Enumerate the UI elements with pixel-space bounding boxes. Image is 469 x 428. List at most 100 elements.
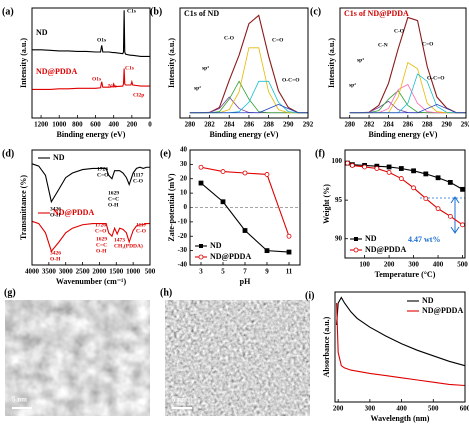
annotation: O1s (97, 37, 106, 43)
series-line (31, 163, 150, 204)
x-tick-label: 11 (286, 268, 293, 276)
weight-loss-arrow (450, 196, 460, 234)
plot-frame (334, 291, 466, 403)
x-tick-label: 500 (428, 405, 439, 413)
annotation: C-N (378, 42, 388, 48)
x-tick-label: 400 (108, 121, 119, 129)
series-line (349, 16, 466, 114)
annotation: C=O (422, 41, 434, 47)
tem-image-g: (g) 5 nm (4, 287, 150, 416)
x-axis-label: Wavenumber (cm⁻¹) (56, 277, 127, 286)
marker (460, 186, 465, 192)
marker (374, 166, 380, 171)
marker (447, 213, 453, 219)
legend-label: ND@PDDA (422, 306, 463, 315)
annotation: O1s (92, 76, 101, 82)
x-tick-label: 300 (365, 405, 376, 413)
x-axis-label: Temperature (°C) (375, 270, 436, 279)
marker (460, 222, 465, 228)
plot-frame (339, 7, 467, 119)
annotation: O-H (96, 248, 107, 254)
x-tick-label: 200 (384, 261, 395, 269)
series-line (347, 162, 463, 226)
y-tick-label: 90 (335, 234, 343, 242)
y-tick-label: 30 (180, 160, 188, 168)
x-tick-label: 292 (461, 121, 469, 129)
marker (286, 249, 292, 255)
marker (386, 164, 392, 170)
marker (398, 176, 404, 181)
x-tick-label: 800 (72, 121, 83, 129)
x-tick-label: 2000 (92, 268, 107, 276)
annotation: C-O (133, 178, 144, 184)
x-tick-label: 288 (263, 121, 274, 129)
x-tick-label: 1500 (109, 268, 124, 276)
annotation: N1s (108, 83, 117, 89)
legend-label: ND (36, 28, 48, 37)
annotation: sp² (194, 85, 201, 91)
x-tick-label: 290 (441, 121, 452, 129)
x-tick-label: 100 (359, 261, 370, 269)
scale-label: 5 nm (172, 396, 187, 404)
plot-frame (31, 7, 151, 119)
marker (264, 248, 270, 254)
y-tick-label: -40 (178, 261, 188, 269)
series-line (336, 302, 466, 387)
legend-label: ND (53, 153, 65, 162)
y-tick-label: 20 (180, 174, 188, 182)
x-tick-label: 286 (244, 121, 255, 129)
series-line (31, 220, 150, 253)
legend-marker (198, 254, 204, 260)
series-line (32, 68, 150, 90)
x-tick-label: 282 (204, 121, 215, 129)
annotation: C1s (127, 8, 136, 14)
marker (349, 163, 355, 168)
legend-label: ND@PDDA (365, 245, 406, 254)
x-tick-label: 0 (148, 121, 152, 129)
marker (447, 179, 453, 185)
annotation: C-O (136, 228, 147, 234)
series-line (349, 103, 466, 114)
annotation: 1629 (108, 190, 119, 196)
x-tick-label: 1200 (34, 121, 49, 129)
x-tick-label: 2500 (76, 268, 91, 276)
marker (362, 164, 367, 170)
annotation: 1726 (95, 222, 106, 228)
legend-label: ND (365, 234, 377, 243)
scale-label: 5 nm (12, 396, 27, 404)
annotation: C=O (97, 172, 109, 178)
y-axis-label: Intensity (a.u.) (327, 38, 336, 88)
x-tick-label: 300 (408, 261, 419, 269)
x-axis-label: Binding energy (eV) (210, 130, 279, 139)
y-tick-label: 10 (180, 189, 188, 197)
annotation: C-O (394, 28, 405, 34)
panel-label: (a) (2, 6, 14, 17)
y-tick-label: -30 (178, 246, 188, 254)
x-tick-label: 284 (224, 121, 235, 129)
legend-label: ND (210, 241, 222, 250)
annotation: 3426 (50, 206, 61, 212)
panel: (e) 3 5 7 9 11 -40 -30 -20 -10 0 10 20 30 40 pH Zate-pot… (160, 146, 301, 286)
annotation: sp³ (357, 57, 364, 63)
x-tick-label: 3500 (42, 268, 57, 276)
panel-label: (h) (160, 287, 172, 298)
annotation: sp³ (202, 65, 209, 71)
x-tick-label: 9 (265, 268, 269, 276)
legend-label: ND@PDDA (36, 67, 77, 76)
x-tick-label: 4000 (25, 268, 40, 276)
y-tick-label: -10 (178, 217, 188, 225)
x-axis-label: Wavelength (nm) (371, 414, 430, 423)
marker (398, 166, 404, 171)
panel: (a) 1200 1000 800 600 400 200 0 Binding energy (… (2, 6, 152, 139)
panel: (b) 280 282 284 286 288 290 292 Binding energy (… (150, 6, 314, 139)
y-axis-label: Weight (%) (322, 184, 331, 224)
marker (286, 233, 292, 239)
annotation: 1629 (96, 236, 107, 242)
plot-frame (31, 149, 151, 266)
annotation: O-C=O (427, 75, 445, 81)
legend-label: ND (422, 296, 434, 305)
x-tick-label: 3000 (59, 268, 74, 276)
x-tick-label: 282 (364, 121, 375, 129)
annotation: 4.47 wt% (408, 235, 440, 244)
